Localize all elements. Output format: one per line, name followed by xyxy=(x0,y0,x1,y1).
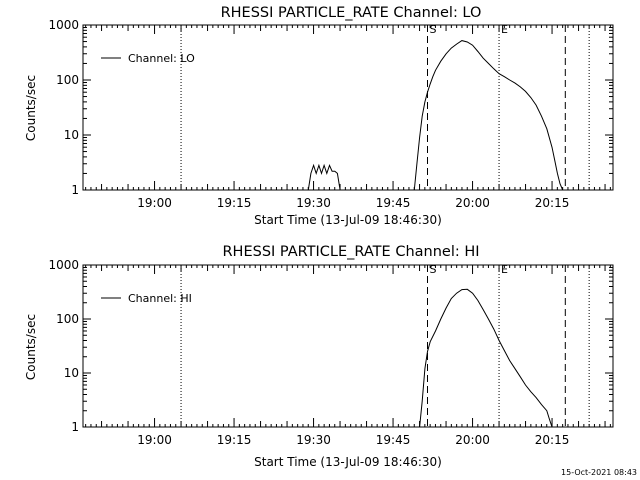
x-tick-label: 20:00 xyxy=(455,433,490,447)
panel-hi: RHESSI PARTICLE_RATE Channel: HI Counts/… xyxy=(24,244,614,469)
x-tick-label: 20:15 xyxy=(535,433,570,447)
series-line xyxy=(419,288,553,428)
x-axis-label: Start Time (13-Jul-09 18:46:30) xyxy=(254,455,442,469)
y-tick-label: 1 xyxy=(71,183,79,197)
y-tick-label: 10 xyxy=(64,366,79,380)
x-tick-label: 19:15 xyxy=(217,196,252,210)
marker-label: E xyxy=(501,263,508,276)
marker-label: S xyxy=(430,263,437,276)
x-axis-label: Start Time (13-Jul-09 18:46:30) xyxy=(254,213,442,227)
legend-label: Channel: LO xyxy=(128,52,195,65)
x-tick-label: 19:00 xyxy=(137,433,172,447)
chart-title: RHESSI PARTICLE_RATE Channel: HI xyxy=(222,244,479,260)
series-line xyxy=(307,40,564,191)
x-tick-label: 19:30 xyxy=(296,433,331,447)
x-tick-label: 20:00 xyxy=(455,196,490,210)
plot-frame xyxy=(82,24,614,191)
chart-title: RHESSI PARTICLE_RATE Channel: LO xyxy=(221,5,482,21)
marker-label: S xyxy=(430,23,437,36)
x-tick-label: 19:30 xyxy=(296,196,331,210)
y-tick-label: 10 xyxy=(64,128,79,142)
x-tick-label: 19:00 xyxy=(137,196,172,210)
plot-frame xyxy=(82,264,614,428)
panel-lo: RHESSI PARTICLE_RATE Channel: LO Counts/… xyxy=(24,5,614,227)
marker-label: E xyxy=(501,23,508,36)
y-tick-label: 100 xyxy=(56,73,79,87)
y-tick-label: 1000 xyxy=(48,258,79,272)
x-tick-label: 19:15 xyxy=(217,433,252,447)
y-tick-label: 100 xyxy=(56,312,79,326)
legend-label: Channel: HI xyxy=(128,292,192,305)
y-tick-label: 1000 xyxy=(48,18,79,32)
x-tick-label: 19:45 xyxy=(376,196,411,210)
y-axis-label: Counts/sec xyxy=(24,75,38,141)
y-tick-label: 1 xyxy=(71,420,79,434)
x-tick-label: 19:45 xyxy=(376,433,411,447)
y-axis-label: Counts/sec xyxy=(24,314,38,380)
x-tick-label: 20:15 xyxy=(535,196,570,210)
timestamp: 15-Oct-2021 08:43 xyxy=(561,468,637,477)
